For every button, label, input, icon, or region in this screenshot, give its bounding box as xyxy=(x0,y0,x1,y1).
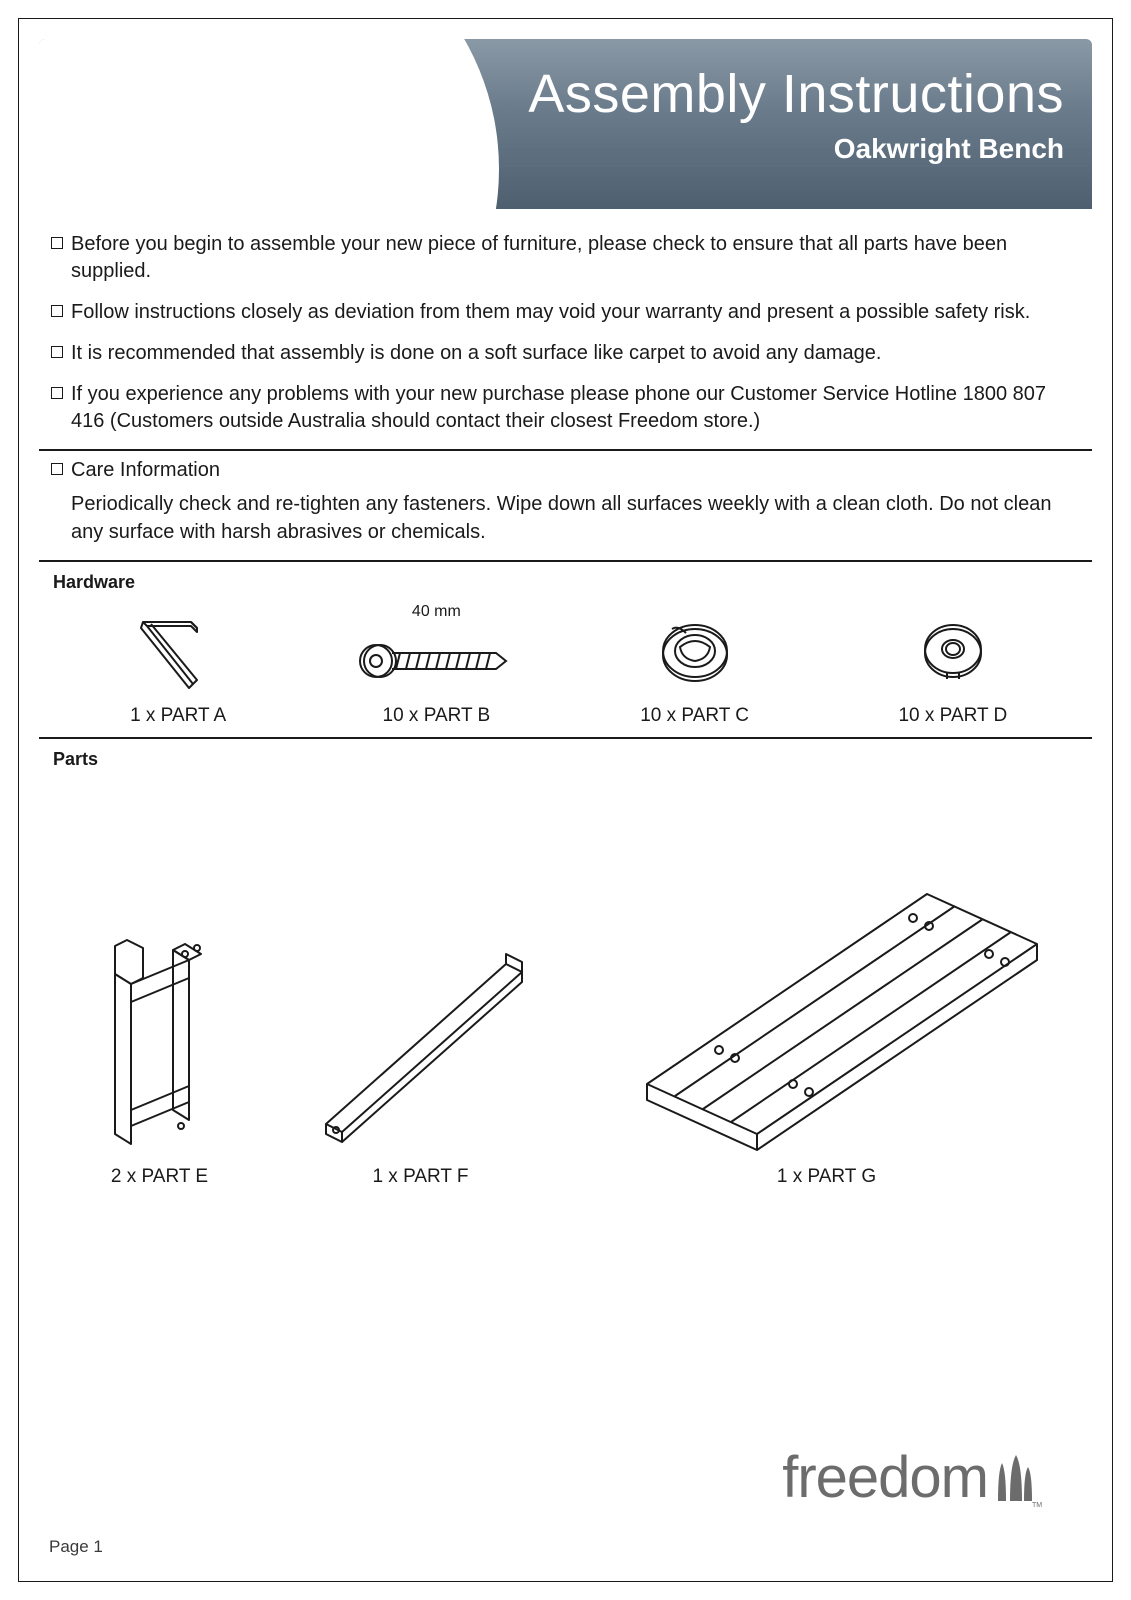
leg-frame-icon xyxy=(85,934,235,1154)
doc-title: Assembly Instructions xyxy=(528,63,1064,125)
intro-bullets: Before you begin to assemble your new pi… xyxy=(39,231,1092,435)
cam-lock-icon xyxy=(650,607,740,697)
hardware-item: 40 mm 10 x PART B xyxy=(312,607,560,727)
stretcher-icon xyxy=(306,934,536,1154)
part-caption: 2 x PART E xyxy=(111,1166,208,1188)
bullet-text: It is recommended that assembly is done … xyxy=(71,340,1080,367)
care-body: Periodically check and re-tighten any fa… xyxy=(71,490,1080,546)
allen-key-icon xyxy=(123,607,233,697)
hardware-item: 10 x PART C xyxy=(571,607,819,727)
square-bullet-icon xyxy=(51,346,63,358)
bullet-text: Follow instructions closely as deviation… xyxy=(71,299,1080,326)
logo-text: freedom xyxy=(782,1444,988,1511)
hardware-caption: 10 x PART D xyxy=(898,705,1007,727)
bullet-item: Before you begin to assemble your new pi… xyxy=(51,231,1080,285)
parts-label: Parts xyxy=(39,739,1092,774)
square-bullet-icon xyxy=(51,237,63,249)
bullet-item: If you experience any problems with your… xyxy=(51,381,1080,435)
part-caption: 1 x PART F xyxy=(372,1166,468,1188)
square-bullet-icon xyxy=(51,463,63,475)
bullet-item: It is recommended that assembly is done … xyxy=(51,340,1080,367)
seat-top-icon xyxy=(607,874,1047,1154)
bullet-text: If you experience any problems with your… xyxy=(71,381,1080,435)
hardware-item: 1 x PART A xyxy=(54,607,302,727)
part-item: 2 x PART E xyxy=(85,934,235,1188)
brand-logo: freedom TM xyxy=(782,1444,1042,1511)
hardware-item: 10 x PART D xyxy=(829,607,1077,727)
parts-row: 2 x PART E 1 x PART F xyxy=(39,874,1092,1188)
hardware-caption: 10 x PART B xyxy=(383,705,491,727)
care-section: Care Information Periodically check and … xyxy=(39,457,1092,546)
bolt-icon: 40 mm xyxy=(356,607,516,697)
product-name: Oakwright Bench xyxy=(834,133,1064,165)
logo-tm: TM xyxy=(1032,1502,1042,1509)
part-item: 1 x PART G xyxy=(607,874,1047,1188)
logo-mark-icon: TM xyxy=(992,1451,1042,1511)
square-bullet-icon xyxy=(51,387,63,399)
part-item: 1 x PART F xyxy=(306,934,536,1188)
bullet-item: Follow instructions closely as deviation… xyxy=(51,299,1080,326)
divider xyxy=(39,449,1092,451)
hardware-label: Hardware xyxy=(39,562,1092,597)
page-number: Page 1 xyxy=(49,1537,103,1557)
bolt-length-label: 40 mm xyxy=(412,603,461,621)
header-banner: Assembly Instructions Oakwright Bench xyxy=(39,39,1092,209)
square-bullet-icon xyxy=(51,305,63,317)
hardware-row: 1 x PART A 40 mm xyxy=(39,597,1092,727)
washer-icon xyxy=(913,607,993,697)
bullet-item: Care Information xyxy=(51,457,1080,484)
bullet-text: Before you begin to assemble your new pi… xyxy=(71,231,1080,285)
care-heading: Care Information xyxy=(71,457,1080,484)
hardware-caption: 1 x PART A xyxy=(130,705,226,727)
hardware-caption: 10 x PART C xyxy=(640,705,749,727)
page-frame: Assembly Instructions Oakwright Bench Be… xyxy=(18,18,1113,1582)
part-caption: 1 x PART G xyxy=(777,1166,876,1188)
